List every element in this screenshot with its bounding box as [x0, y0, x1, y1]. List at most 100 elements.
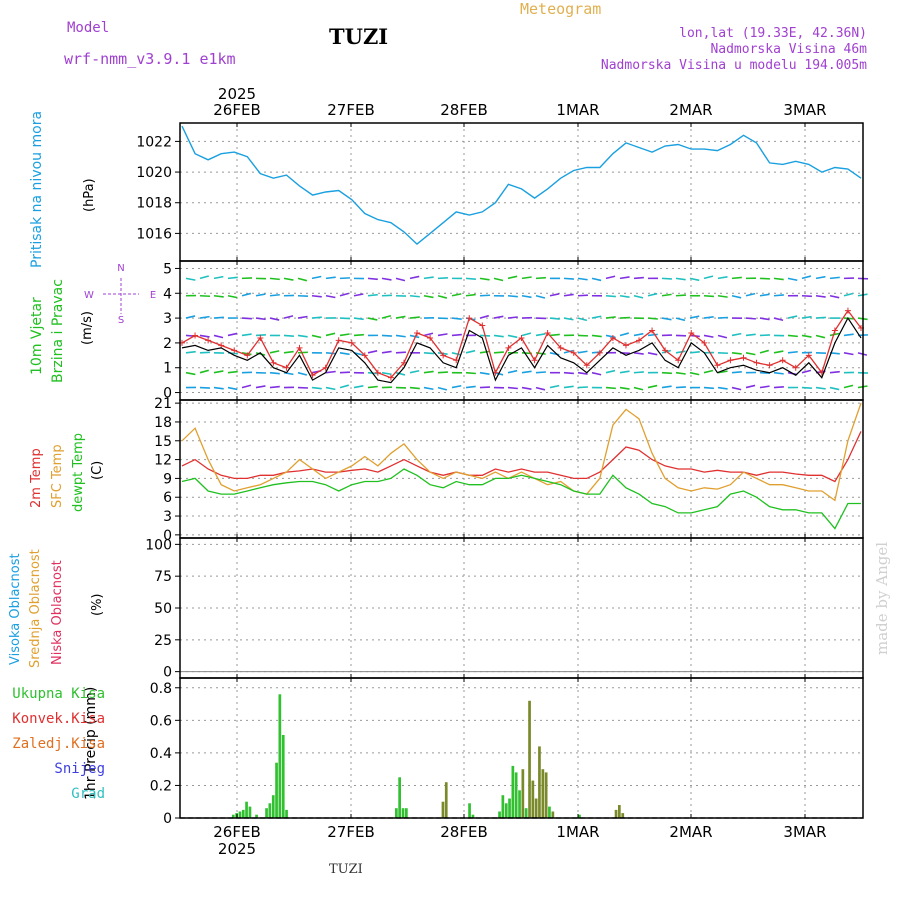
wind-gust-marker [649, 327, 656, 334]
wind-arrow [227, 386, 238, 391]
wind-arrow [213, 294, 224, 298]
y-tick-label: 12 [154, 453, 172, 469]
wind-arrow [815, 316, 826, 319]
wind-gust-marker [231, 347, 238, 354]
wind-gust-marker [727, 357, 734, 364]
precip-bar [618, 805, 621, 818]
wind-gust-marker [766, 362, 773, 369]
wind-arrow [409, 294, 420, 298]
wind-arrow [535, 333, 546, 337]
wind-arrow [773, 350, 784, 354]
wind-arrow [815, 386, 826, 390]
wind-arrow [185, 315, 196, 319]
wind-arrow [479, 350, 490, 354]
precip-bar [471, 814, 475, 818]
wind-arrow [213, 370, 224, 374]
wind-arrow [549, 293, 560, 297]
wind-arrow [549, 333, 560, 337]
wind-arrow [577, 350, 588, 354]
wind-arrow [745, 333, 756, 337]
top-day-label: 3MAR [783, 101, 826, 119]
wind-arrow [647, 384, 658, 389]
wind-arrow [647, 317, 658, 320]
wind-arrow [745, 292, 756, 297]
wind-arrow [843, 317, 854, 320]
bottom-day-label: 2MAR [669, 823, 712, 841]
wind-arrow [493, 334, 504, 338]
y-tick-label: 5 [163, 261, 172, 277]
y-tick-label: 0 [163, 665, 172, 681]
wind-arrow [339, 333, 350, 337]
precip-bar [395, 808, 398, 818]
wind-arrow [479, 371, 490, 375]
wind-arrow [605, 334, 616, 339]
y-tick-label: 18 [154, 415, 172, 431]
wind-arrow [563, 293, 574, 297]
wind-arrow [647, 292, 658, 297]
wind-arrow [717, 294, 728, 298]
wind-arrow [703, 275, 714, 280]
top-day-label: 2MAR [669, 101, 712, 119]
precip-bar [504, 803, 508, 818]
wind-arrow [507, 316, 518, 319]
y-tick-label: 0.2 [150, 778, 172, 794]
wind-arrow [689, 277, 700, 282]
wind-arrow [731, 276, 742, 280]
wind-gust-marker [675, 357, 682, 364]
wind-gust-marker [466, 315, 473, 322]
wind-gust-marker [792, 364, 799, 371]
wind-gust-marker [244, 352, 251, 359]
product-title: Meteogram [520, 0, 602, 18]
precip-bar [444, 782, 448, 818]
wind-arrow [605, 275, 616, 280]
precip-bar [501, 795, 505, 818]
legend-snow: Snijeg [54, 761, 105, 777]
y-tick-label: 6 [163, 490, 172, 506]
precip-bar [614, 809, 618, 818]
wind-arrow [675, 386, 686, 389]
wind-arrow [619, 370, 630, 374]
y-tick-label: 3 [163, 311, 172, 327]
wind-arrow [507, 369, 518, 374]
wind-arrow [829, 276, 840, 280]
wind-arrow [227, 332, 238, 337]
wind-arrow [535, 294, 546, 299]
top-day-label: 28FEB [440, 101, 487, 119]
model-name: wrf-nmm_v3.9.1 e1km [64, 50, 236, 68]
wind-gust-marker [192, 332, 199, 339]
wind-arrow [605, 386, 616, 390]
wind-arrow [745, 384, 756, 389]
wind-arrow [437, 333, 448, 337]
station-title: TUZI [329, 24, 389, 49]
wind-arrow [787, 315, 798, 319]
wind-arrow [521, 332, 532, 337]
wind-arrow [283, 315, 294, 319]
wind-arrow [829, 294, 840, 299]
wind-arrow [633, 371, 644, 374]
wind-arrow [773, 277, 784, 281]
precip-bar [265, 808, 268, 818]
wind-arrow [787, 277, 798, 282]
wind-arrow [451, 333, 462, 337]
wind-arrow [773, 317, 784, 321]
wind-arrow [213, 386, 224, 390]
wind-arrow [465, 371, 476, 375]
wind-arrow [241, 317, 252, 320]
bottom-year-label: 2025 [218, 840, 256, 858]
precip-bar [268, 803, 272, 818]
precip-bar [521, 769, 525, 818]
precip-bar [271, 795, 275, 818]
wind-arrow [381, 350, 392, 354]
wind-arrow [675, 371, 686, 375]
wind-arrow [353, 293, 364, 297]
model-elevation-label: Nadmorska Visina u modelu 194.005m [600, 58, 867, 73]
lonlat-label: lon,lat (19.33E, 42.36N) [679, 26, 867, 41]
wind-arrow [325, 370, 336, 374]
wind-arrow [493, 315, 504, 319]
precip-bar [528, 700, 531, 818]
wind-arrow [577, 386, 588, 389]
wind-arrow [731, 371, 742, 374]
wind-arrow [745, 317, 756, 320]
wind-arrow [521, 370, 532, 374]
wind-arrow [773, 371, 784, 375]
